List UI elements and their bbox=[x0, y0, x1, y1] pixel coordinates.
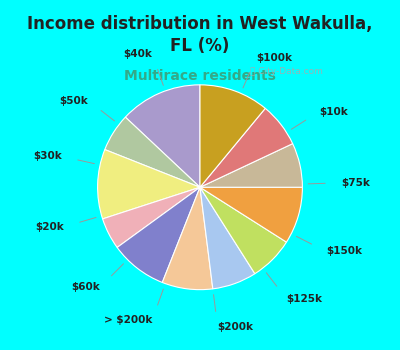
Wedge shape bbox=[200, 108, 293, 187]
Text: ⓘ City-Data.com: ⓘ City-Data.com bbox=[250, 67, 323, 76]
Text: $40k: $40k bbox=[123, 49, 152, 59]
Wedge shape bbox=[103, 187, 200, 247]
Text: $60k: $60k bbox=[71, 282, 100, 292]
Text: $200k: $200k bbox=[218, 322, 254, 332]
Text: Income distribution in West Wakulla,
FL (%): Income distribution in West Wakulla, FL … bbox=[27, 15, 373, 55]
Text: $75k: $75k bbox=[341, 178, 370, 188]
Wedge shape bbox=[125, 85, 200, 187]
Text: > $200k: > $200k bbox=[104, 315, 152, 325]
Text: $125k: $125k bbox=[287, 294, 323, 304]
Text: $100k: $100k bbox=[256, 52, 292, 63]
Wedge shape bbox=[105, 117, 200, 187]
Wedge shape bbox=[200, 187, 302, 242]
Text: Multirace residents: Multirace residents bbox=[124, 69, 276, 83]
Wedge shape bbox=[162, 187, 213, 290]
Wedge shape bbox=[98, 149, 200, 219]
Text: $20k: $20k bbox=[36, 222, 64, 232]
Wedge shape bbox=[200, 187, 286, 274]
Wedge shape bbox=[200, 85, 265, 187]
Wedge shape bbox=[200, 144, 302, 187]
Text: $150k: $150k bbox=[326, 246, 362, 257]
Wedge shape bbox=[200, 187, 255, 289]
Text: $10k: $10k bbox=[319, 106, 348, 117]
Wedge shape bbox=[117, 187, 200, 282]
Text: $50k: $50k bbox=[60, 96, 88, 106]
Text: $30k: $30k bbox=[33, 152, 62, 161]
